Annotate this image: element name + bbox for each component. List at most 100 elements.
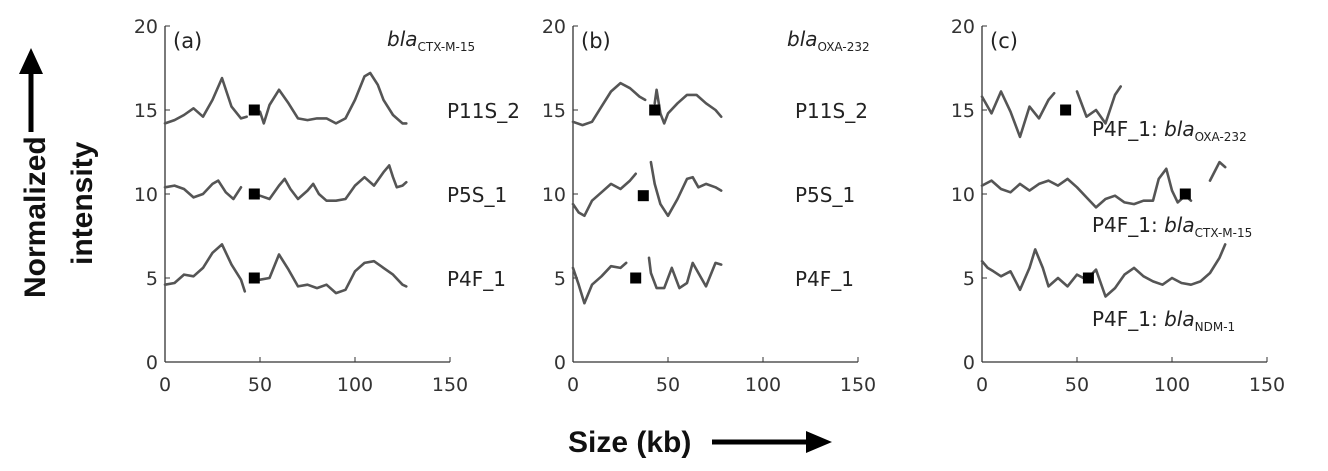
panel-2: 0 5 10 15 20 0 50 100 150 (b) blaOXA-232 P11S_2 P5S_… <box>542 16 876 396</box>
series-label: P4F_1: blaOXA-232 <box>1092 117 1247 144</box>
series-label: P4F_1 <box>447 267 506 291</box>
y-tick-label: 20 <box>542 16 566 38</box>
x-tick-label: 150 <box>1249 374 1285 396</box>
series-label-gene: bla <box>1164 213 1195 237</box>
y-tick-label: 10 <box>951 184 975 206</box>
x-tick-label: 50 <box>248 374 272 396</box>
series-group: P11S_2 <box>163 71 520 125</box>
panel-1: 0 5 10 15 20 0 50 100 150 (a) blaCTX-M-15 P11S_2 P5S… <box>134 16 520 396</box>
gene-position-marker <box>1082 272 1094 284</box>
series-line <box>163 71 408 125</box>
gene-position-marker <box>1179 188 1191 200</box>
series-line <box>980 160 1227 209</box>
y-tick-label: 15 <box>951 100 975 122</box>
y-arrow-head-icon <box>19 48 43 74</box>
series-label: P5S_1 <box>447 183 507 207</box>
x-tick-label: 0 <box>567 374 579 396</box>
y-tick-label: 5 <box>963 268 975 290</box>
series-line <box>571 81 723 127</box>
x-tick-label: 100 <box>1154 374 1190 396</box>
y-tick-label: 15 <box>134 100 158 122</box>
x-tick-label: 150 <box>840 374 876 396</box>
series-label-text: P5S_1 <box>447 183 507 207</box>
series-label-text: P4F_1: <box>1092 117 1164 141</box>
gene-label-main: bla <box>387 27 418 51</box>
panel-letter: (b) <box>581 29 611 53</box>
x-tick-label: 150 <box>432 374 468 396</box>
series-line <box>163 164 408 202</box>
y-tick-label: 10 <box>542 184 566 206</box>
series-label-text: P11S_2 <box>795 99 868 123</box>
series-label-text: P4F_1: <box>1092 307 1164 331</box>
series-group: P11S_2 <box>571 81 868 127</box>
series-label-text: P5S_1 <box>795 183 855 207</box>
series-line <box>163 243 408 295</box>
series-label: P4F_1 <box>795 267 854 291</box>
gene-position-marker <box>649 104 661 116</box>
gene-position-marker <box>248 272 260 284</box>
series-label: P4F_1: blaCTX-M-15 <box>1092 213 1252 240</box>
y-tick-label: 20 <box>134 16 158 38</box>
series-group: P4F_1 <box>163 243 506 295</box>
gene-label: blaCTX-M-15 <box>387 27 475 54</box>
series-label-sub: NDM-1 <box>1195 320 1236 334</box>
series-line <box>980 85 1122 139</box>
y-tick-label: 0 <box>146 352 158 374</box>
series-label: P11S_2 <box>447 99 520 123</box>
series-label-text: P4F_1: <box>1092 213 1164 237</box>
series-label-text: P4F_1 <box>447 267 506 291</box>
y-axis-title-line1: Normalized <box>19 136 52 298</box>
series-group: P5S_1 <box>163 164 507 207</box>
y-tick-label: 5 <box>146 268 158 290</box>
y-tick-label: 15 <box>542 100 566 122</box>
x-arrow-head-icon <box>806 431 832 453</box>
panel-letter: (a) <box>173 29 202 53</box>
x-tick-label: 50 <box>656 374 680 396</box>
gene-label: blaOXA-232 <box>787 27 870 54</box>
y-tick-label: 0 <box>963 352 975 374</box>
series-group: P4F_1: blaOXA-232 <box>980 85 1247 144</box>
panel-letter: (c) <box>990 29 1018 53</box>
series-label-gene: bla <box>1164 307 1195 331</box>
series-label: P11S_2 <box>795 99 868 123</box>
gene-position-marker <box>248 104 260 116</box>
y-axis-title-group: Normalized intensity <box>19 48 99 298</box>
x-axis-title: Size (kb) <box>568 426 691 459</box>
x-tick-label: 100 <box>337 374 373 396</box>
series-line <box>571 256 723 305</box>
series-group: P4F_1: blaCTX-M-15 <box>980 160 1252 240</box>
x-axis-title-group: Size (kb) <box>568 426 832 459</box>
y-tick-label: 20 <box>951 16 975 38</box>
series-label-text: P4F_1 <box>795 267 854 291</box>
series-label: P4F_1: blaNDM-1 <box>1092 307 1235 334</box>
x-tick-label: 0 <box>976 374 988 396</box>
gene-position-marker <box>248 188 260 200</box>
x-tick-label: 0 <box>159 374 171 396</box>
gene-label-main: bla <box>787 27 818 51</box>
gene-label-sub: OXA-232 <box>818 40 870 54</box>
gene-label-sub: CTX-M-15 <box>418 40 476 54</box>
series-group: P4F_1: blaNDM-1 <box>980 243 1235 334</box>
y-axis-title-line2: intensity <box>66 141 99 265</box>
series-label-sub: OXA-232 <box>1195 130 1247 144</box>
y-tick-label: 5 <box>554 268 566 290</box>
series-line <box>571 160 723 218</box>
series-label-text: P11S_2 <box>447 99 520 123</box>
y-tick-label: 10 <box>134 184 158 206</box>
x-tick-label: 100 <box>745 374 781 396</box>
series-label: P5S_1 <box>795 183 855 207</box>
series-label-gene: bla <box>1164 117 1195 141</box>
y-tick-label: 0 <box>554 352 566 374</box>
series-label-sub: CTX-M-15 <box>1195 226 1253 240</box>
series-line <box>980 243 1227 298</box>
gene-position-marker <box>637 190 649 202</box>
x-tick-label: 50 <box>1065 374 1089 396</box>
series-group: P5S_1 <box>571 160 855 218</box>
gene-position-marker <box>1060 104 1072 116</box>
series-group: P4F_1 <box>571 256 854 305</box>
gene-position-marker <box>630 272 642 284</box>
